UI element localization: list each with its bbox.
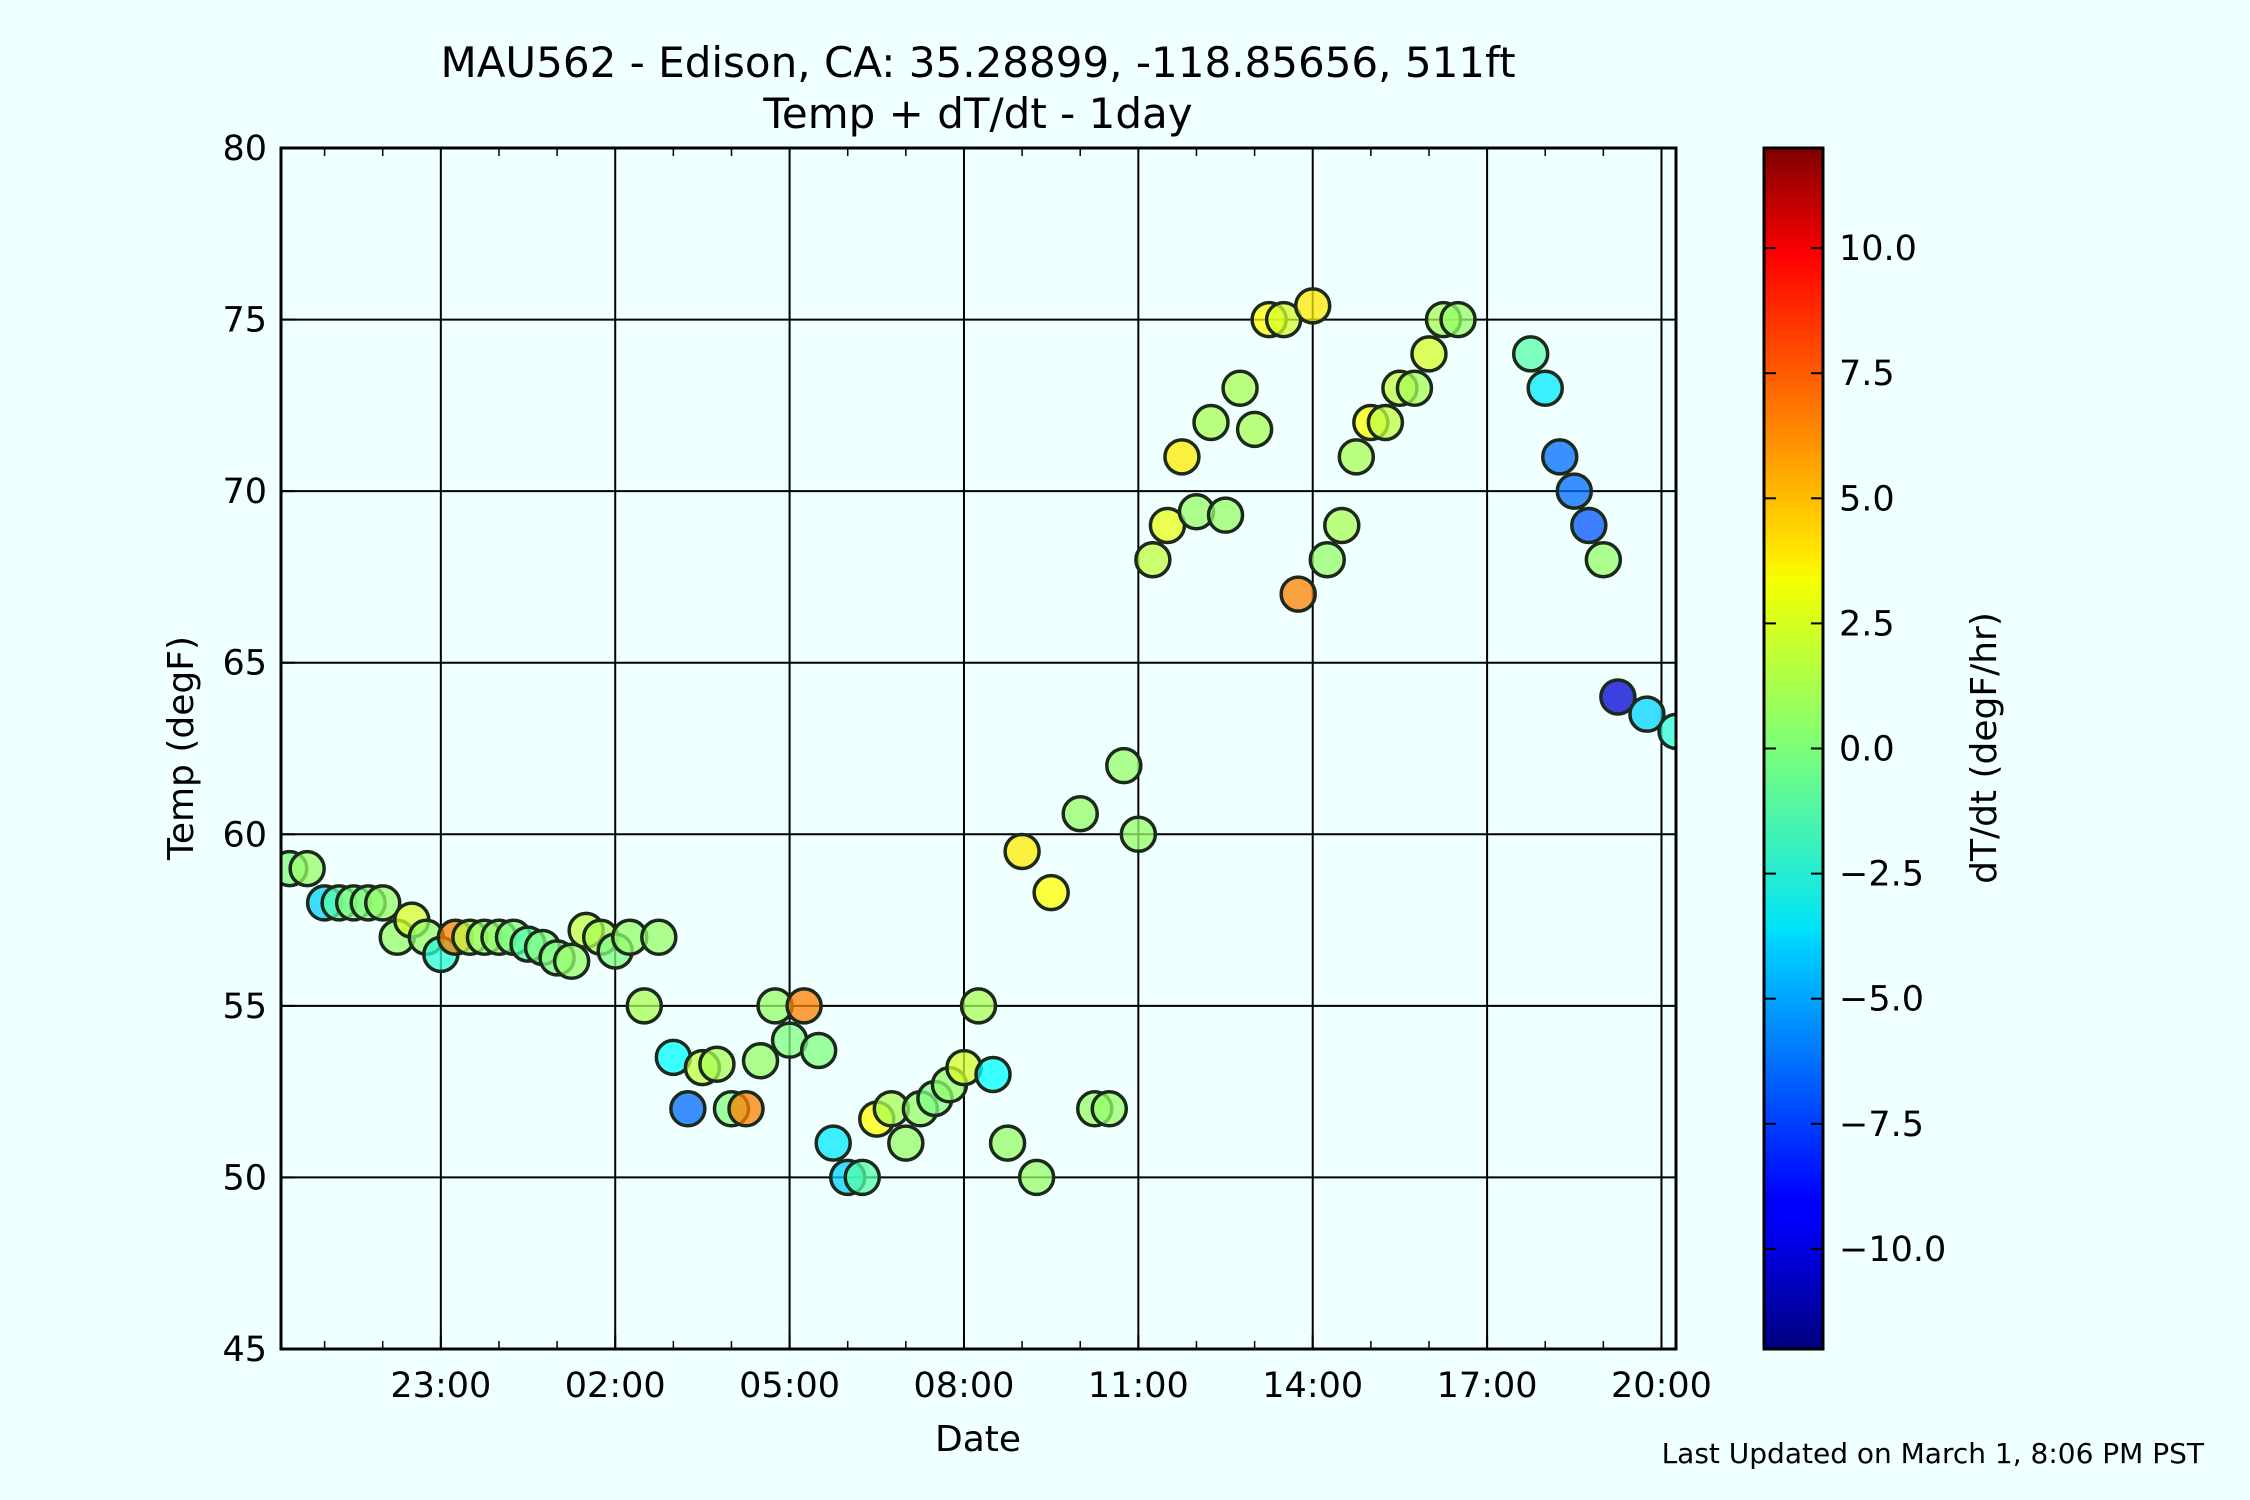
data-point xyxy=(1017,1158,1056,1197)
data-point xyxy=(1105,746,1143,785)
chart-subtitle: Temp + dT/dt - 1day xyxy=(762,89,1192,138)
data-point xyxy=(1003,832,1041,871)
y-tick-label: 75 xyxy=(222,301,267,341)
data-point xyxy=(1206,496,1245,534)
data-point xyxy=(1032,873,1070,912)
data-point xyxy=(1337,438,1376,476)
y-tick-label: 50 xyxy=(222,1158,267,1198)
x-tick-label: 02:00 xyxy=(565,1366,666,1406)
y-tick-label: 55 xyxy=(222,987,267,1027)
data-point xyxy=(727,1090,765,1128)
x-tick-label: 14:00 xyxy=(1262,1366,1363,1406)
data-point xyxy=(1061,794,1099,833)
axis-ticks: 23:00 02:00 05:00 08:00 11:00 14:00 17:00 20:00… xyxy=(222,129,1711,1406)
data-point xyxy=(741,1042,780,1080)
data-point xyxy=(1163,438,1201,476)
data-point xyxy=(1526,369,1564,407)
y-tick-label: 60 xyxy=(222,815,267,855)
data-point xyxy=(1439,300,1477,339)
y-axis-label: Temp (degF) xyxy=(161,636,202,861)
data-point xyxy=(1628,695,1666,733)
data-point xyxy=(1235,410,1274,449)
y-tick-label: 70 xyxy=(222,472,267,512)
y-tick-label: 65 xyxy=(222,644,267,684)
chart-title: MAU562 - Edison, CA: 35.28899, -118.8565… xyxy=(440,38,1515,87)
data-point xyxy=(1555,472,1594,510)
data-point xyxy=(640,918,678,956)
colorbar-ticks: 10.0 7.5 5.0 2.5 0.0 −2.5 −5.0 −7.5 −10.0 xyxy=(1764,229,1946,1270)
x-tick-label: 23:00 xyxy=(390,1366,491,1406)
y-tick-label: 80 xyxy=(222,129,267,169)
data-point xyxy=(698,1045,736,1083)
colorbar-tick-label: 7.5 xyxy=(1839,354,1895,394)
data-point xyxy=(1541,438,1579,476)
data-point xyxy=(1599,678,1637,716)
colorbar-tick-label: 10.0 xyxy=(1839,229,1917,269)
x-tick-label: 05:00 xyxy=(739,1366,840,1406)
data-point xyxy=(1584,541,1623,579)
data-point xyxy=(669,1090,707,1128)
data-point xyxy=(1323,506,1361,545)
x-tick-label: 20:00 xyxy=(1611,1366,1712,1406)
colorbar-tick-label: 2.5 xyxy=(1839,604,1895,644)
data-point xyxy=(814,1124,852,1162)
data-point xyxy=(1279,575,1317,613)
y-tick-label: 45 xyxy=(222,1330,267,1370)
data-point xyxy=(843,1158,881,1197)
data-points xyxy=(281,287,1676,1197)
data-point xyxy=(288,849,326,888)
data-point xyxy=(1134,541,1172,579)
data-point xyxy=(552,942,591,980)
data-point xyxy=(1119,815,1158,854)
data-point xyxy=(1308,541,1346,579)
data-point xyxy=(1293,287,1332,325)
data-point xyxy=(1090,1090,1129,1128)
x-axis-label: Date xyxy=(935,1419,1021,1460)
data-point xyxy=(988,1124,1027,1162)
data-point xyxy=(1221,369,1259,407)
colorbar-tick-label: 5.0 xyxy=(1839,479,1895,519)
data-point xyxy=(625,987,664,1025)
colorbar-tick-label: −7.5 xyxy=(1839,1105,1924,1145)
data-point xyxy=(1410,335,1448,373)
plot-frame xyxy=(279,146,1678,1351)
colorbar-tick-label: −10.0 xyxy=(1839,1230,1946,1270)
data-point xyxy=(1570,506,1608,545)
colorbar-tick-label: −5.0 xyxy=(1839,980,1924,1020)
colorbar-label: dT/dt (degF/hr) xyxy=(1964,612,2005,884)
x-tick-label: 11:00 xyxy=(1088,1366,1189,1406)
data-point xyxy=(959,987,998,1025)
last-updated-text: Last Updated on March 1, 8:06 PM PST xyxy=(1662,1437,2205,1470)
data-point xyxy=(1192,403,1230,442)
data-point xyxy=(363,884,402,922)
x-tick-label: 08:00 xyxy=(914,1366,1015,1406)
data-point xyxy=(887,1124,925,1162)
data-point xyxy=(785,987,823,1025)
x-tick-label: 17:00 xyxy=(1437,1366,1538,1406)
data-point xyxy=(1511,335,1550,373)
data-point xyxy=(1657,712,1676,751)
colorbar-tick-label: −2.5 xyxy=(1839,855,1924,895)
data-point xyxy=(799,1031,838,1070)
data-point xyxy=(1366,403,1405,442)
data-point xyxy=(1395,369,1434,407)
data-point xyxy=(974,1055,1012,1094)
colorbar-tick-label: 0.0 xyxy=(1839,730,1895,770)
